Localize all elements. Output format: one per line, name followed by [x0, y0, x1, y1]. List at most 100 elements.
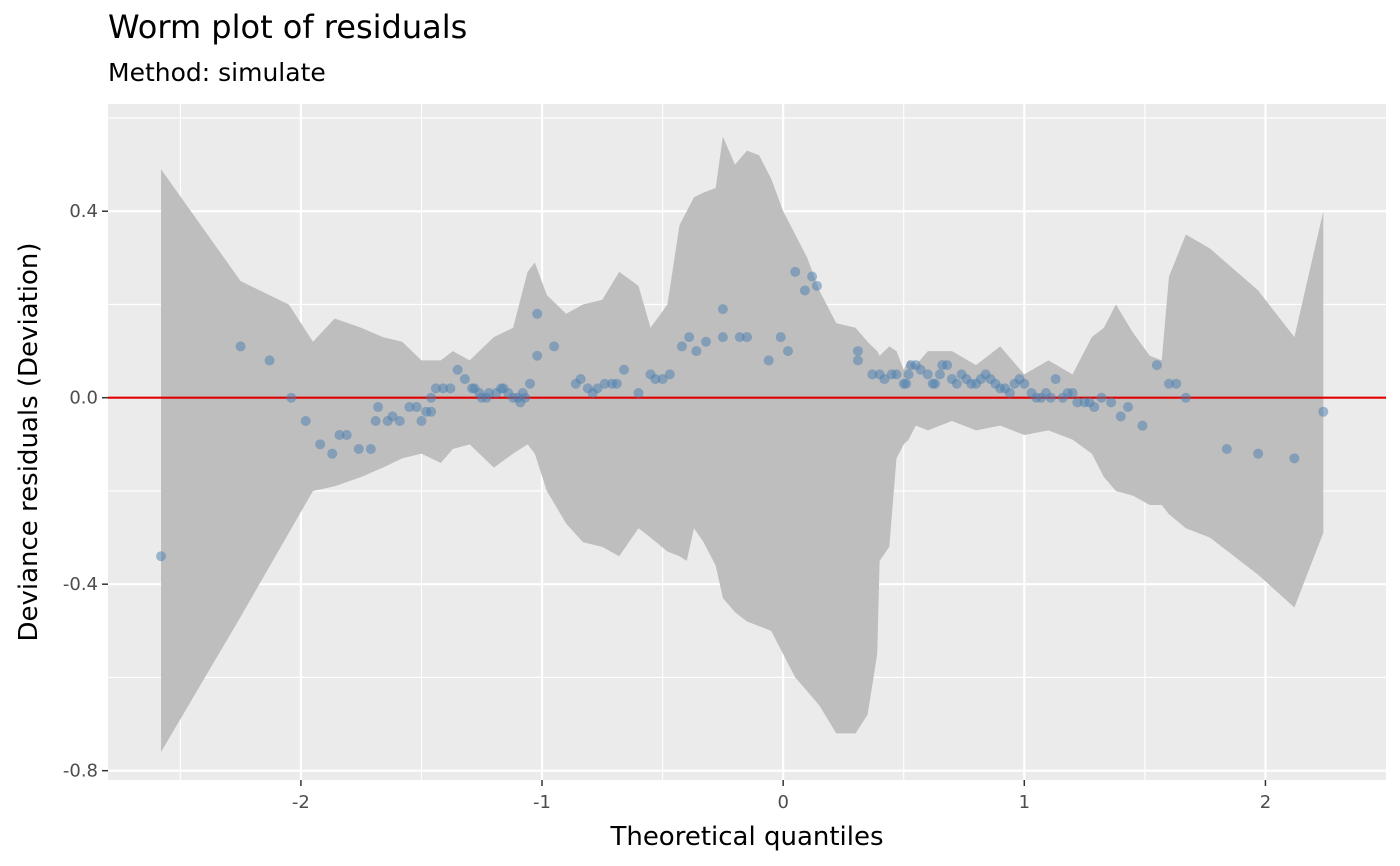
residual-point — [1171, 378, 1182, 389]
residual-point — [922, 369, 933, 380]
residual-point — [416, 416, 427, 427]
chart-title: Worm plot of residuals — [108, 8, 468, 46]
residual-point — [1067, 388, 1078, 399]
residual-point — [264, 355, 275, 366]
residual-point — [734, 332, 745, 343]
residual-point — [1050, 374, 1061, 385]
residual-point — [156, 551, 167, 562]
residual-point — [1151, 360, 1162, 371]
residual-point — [763, 355, 774, 366]
residual-point — [365, 443, 376, 454]
chart-subtitle: Method: simulate — [108, 58, 326, 87]
residual-point — [915, 364, 926, 375]
residual-point — [341, 430, 352, 441]
residual-point — [930, 378, 941, 389]
y-axis-ticks: -0.8 -0.4 0.0 0.4 — [63, 201, 108, 782]
residual-point — [852, 355, 863, 366]
residual-point — [438, 383, 449, 394]
residual-point — [1318, 406, 1329, 417]
residual-point — [1096, 392, 1107, 403]
residual-point — [532, 350, 543, 361]
residual-point — [1115, 411, 1126, 422]
residual-point — [657, 374, 668, 385]
residual-point — [879, 374, 890, 385]
y-axis-title: Deviance residuals (Deviation) — [14, 242, 44, 641]
residual-point — [426, 392, 437, 403]
residual-point — [717, 304, 728, 315]
x-tick-label: -1 — [533, 792, 551, 813]
y-tick-label: -0.4 — [63, 574, 98, 595]
residual-point — [1221, 443, 1232, 454]
residual-point — [633, 388, 644, 399]
residual-point — [782, 346, 793, 357]
residual-point — [799, 285, 810, 296]
residual-point — [691, 346, 702, 357]
residual-point — [445, 383, 456, 394]
residual-point — [370, 416, 381, 427]
x-axis-ticks: -2 -1 0 1 2 — [292, 780, 1271, 813]
residual-point — [852, 346, 863, 357]
residual-point — [394, 416, 405, 427]
residual-point — [901, 378, 912, 389]
residual-point — [903, 369, 914, 380]
residual-point — [1004, 388, 1015, 399]
residual-point — [619, 364, 630, 375]
residual-point — [1163, 378, 1174, 389]
residual-point — [1106, 397, 1117, 408]
residual-point — [1089, 402, 1100, 413]
residual-point — [575, 374, 586, 385]
residual-point — [1122, 402, 1133, 413]
residual-point — [1072, 397, 1083, 408]
residual-point — [1137, 420, 1148, 431]
residual-point — [532, 308, 543, 319]
residual-point — [315, 439, 326, 450]
residual-point — [934, 369, 945, 380]
residual-point — [592, 383, 603, 394]
residual-point — [373, 402, 384, 413]
residual-point — [1180, 392, 1191, 403]
residual-point — [650, 374, 661, 385]
residual-point — [701, 336, 712, 347]
residual-point — [717, 332, 728, 343]
residual-point — [611, 378, 622, 389]
residual-point — [426, 406, 437, 417]
residual-point — [807, 271, 818, 282]
y-tick-label: -0.8 — [63, 761, 98, 782]
residual-point — [742, 332, 752, 343]
residual-points — [156, 266, 1329, 562]
residual-point — [300, 416, 311, 427]
residual-point — [411, 402, 422, 413]
residual-point — [452, 364, 463, 375]
residual-point — [790, 266, 801, 277]
residual-point — [483, 388, 494, 399]
residual-point — [520, 392, 531, 403]
residual-point — [951, 378, 962, 389]
residual-point — [676, 341, 687, 352]
residual-point — [1019, 378, 1030, 389]
x-tick-label: 0 — [777, 792, 788, 813]
residual-point — [891, 369, 902, 380]
residual-point — [811, 280, 822, 291]
residual-point — [664, 369, 675, 380]
residual-point — [684, 332, 695, 343]
residual-point — [235, 341, 246, 352]
residual-point — [942, 360, 953, 371]
x-axis-title: Theoretical quantiles — [609, 822, 883, 852]
residual-point — [459, 374, 470, 385]
y-tick-label: 0.0 — [69, 388, 98, 409]
residual-point — [286, 392, 297, 403]
residual-point — [549, 341, 560, 352]
residual-point — [430, 383, 441, 394]
x-tick-label: 2 — [1260, 792, 1271, 813]
confidence-band — [161, 136, 1324, 753]
y-tick-label: 0.4 — [69, 201, 98, 222]
residual-point — [1045, 392, 1056, 403]
x-tick-label: 1 — [1019, 792, 1030, 813]
residual-point — [353, 443, 364, 454]
residual-point — [867, 369, 878, 380]
residual-point — [775, 332, 786, 343]
residual-point — [1289, 453, 1300, 464]
residual-point — [334, 430, 345, 441]
residual-point — [599, 378, 610, 389]
